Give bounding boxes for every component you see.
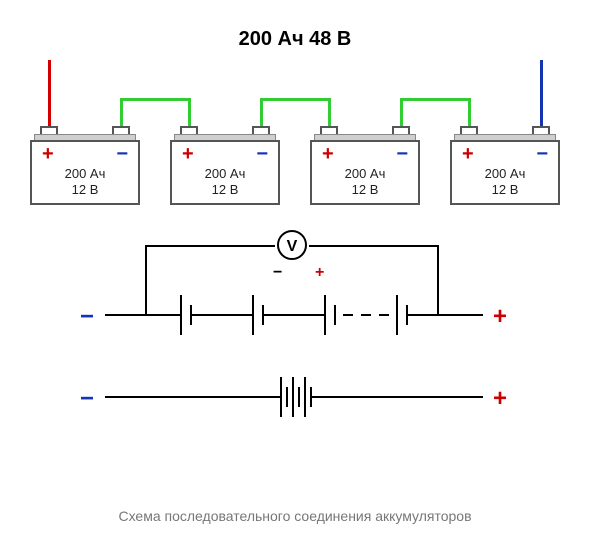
plus-sign: +	[182, 144, 194, 164]
output-wire-negative	[540, 60, 543, 126]
minus-sign: −	[536, 144, 548, 164]
plus-sign: +	[42, 144, 54, 164]
schematic-row3-minus: −	[80, 387, 94, 411]
voltmeter-label: V	[287, 238, 298, 255]
link-wire	[120, 98, 123, 126]
caption-text: Схема последовательного соединения аккум…	[118, 508, 471, 524]
schematic-row2-minus: −	[80, 305, 94, 329]
title-text: 200 Ач 48 В	[239, 28, 352, 50]
battery-1: + −200 Ач12 В	[30, 120, 140, 205]
voltmeter-minus: −	[273, 265, 282, 281]
schematic-row2-plus: +	[493, 305, 507, 329]
link-wire	[468, 98, 471, 126]
link-wire	[188, 98, 191, 126]
schematic-row3-plus: +	[493, 387, 507, 411]
plus-sign: +	[462, 144, 474, 164]
schematic: V − + − +	[115, 235, 475, 425]
diagram-stage: 200 Ач 48 В +−200 Ач12 В+−200 Ач12 В+−20…	[0, 0, 590, 542]
battery-label: 200 Ач12 В	[170, 166, 280, 199]
diagram-title: 200 Ач 48 В	[0, 28, 590, 51]
link-wire	[260, 98, 331, 101]
minus-sign: −	[396, 144, 408, 164]
battery-3: + −200 Ач12 В	[310, 120, 420, 205]
voltmeter-plus: +	[315, 265, 324, 281]
link-wire	[328, 98, 331, 126]
plus-sign: +	[322, 144, 334, 164]
battery-label: 200 Ач12 В	[30, 166, 140, 199]
link-wire	[260, 98, 263, 126]
battery-label: 200 Ач12 В	[450, 166, 560, 199]
minus-sign: −	[116, 144, 128, 164]
link-wire	[400, 98, 403, 126]
diagram-caption: Схема последовательного соединения аккум…	[0, 508, 590, 524]
voltmeter-icon: V	[277, 230, 307, 260]
output-wire-positive	[48, 60, 51, 126]
link-wire	[400, 98, 471, 101]
link-wire	[120, 98, 191, 101]
battery-4: + −200 Ач12 В	[450, 120, 560, 205]
battery-2: + −200 Ач12 В	[170, 120, 280, 205]
minus-sign: −	[256, 144, 268, 164]
battery-label: 200 Ач12 В	[310, 166, 420, 199]
